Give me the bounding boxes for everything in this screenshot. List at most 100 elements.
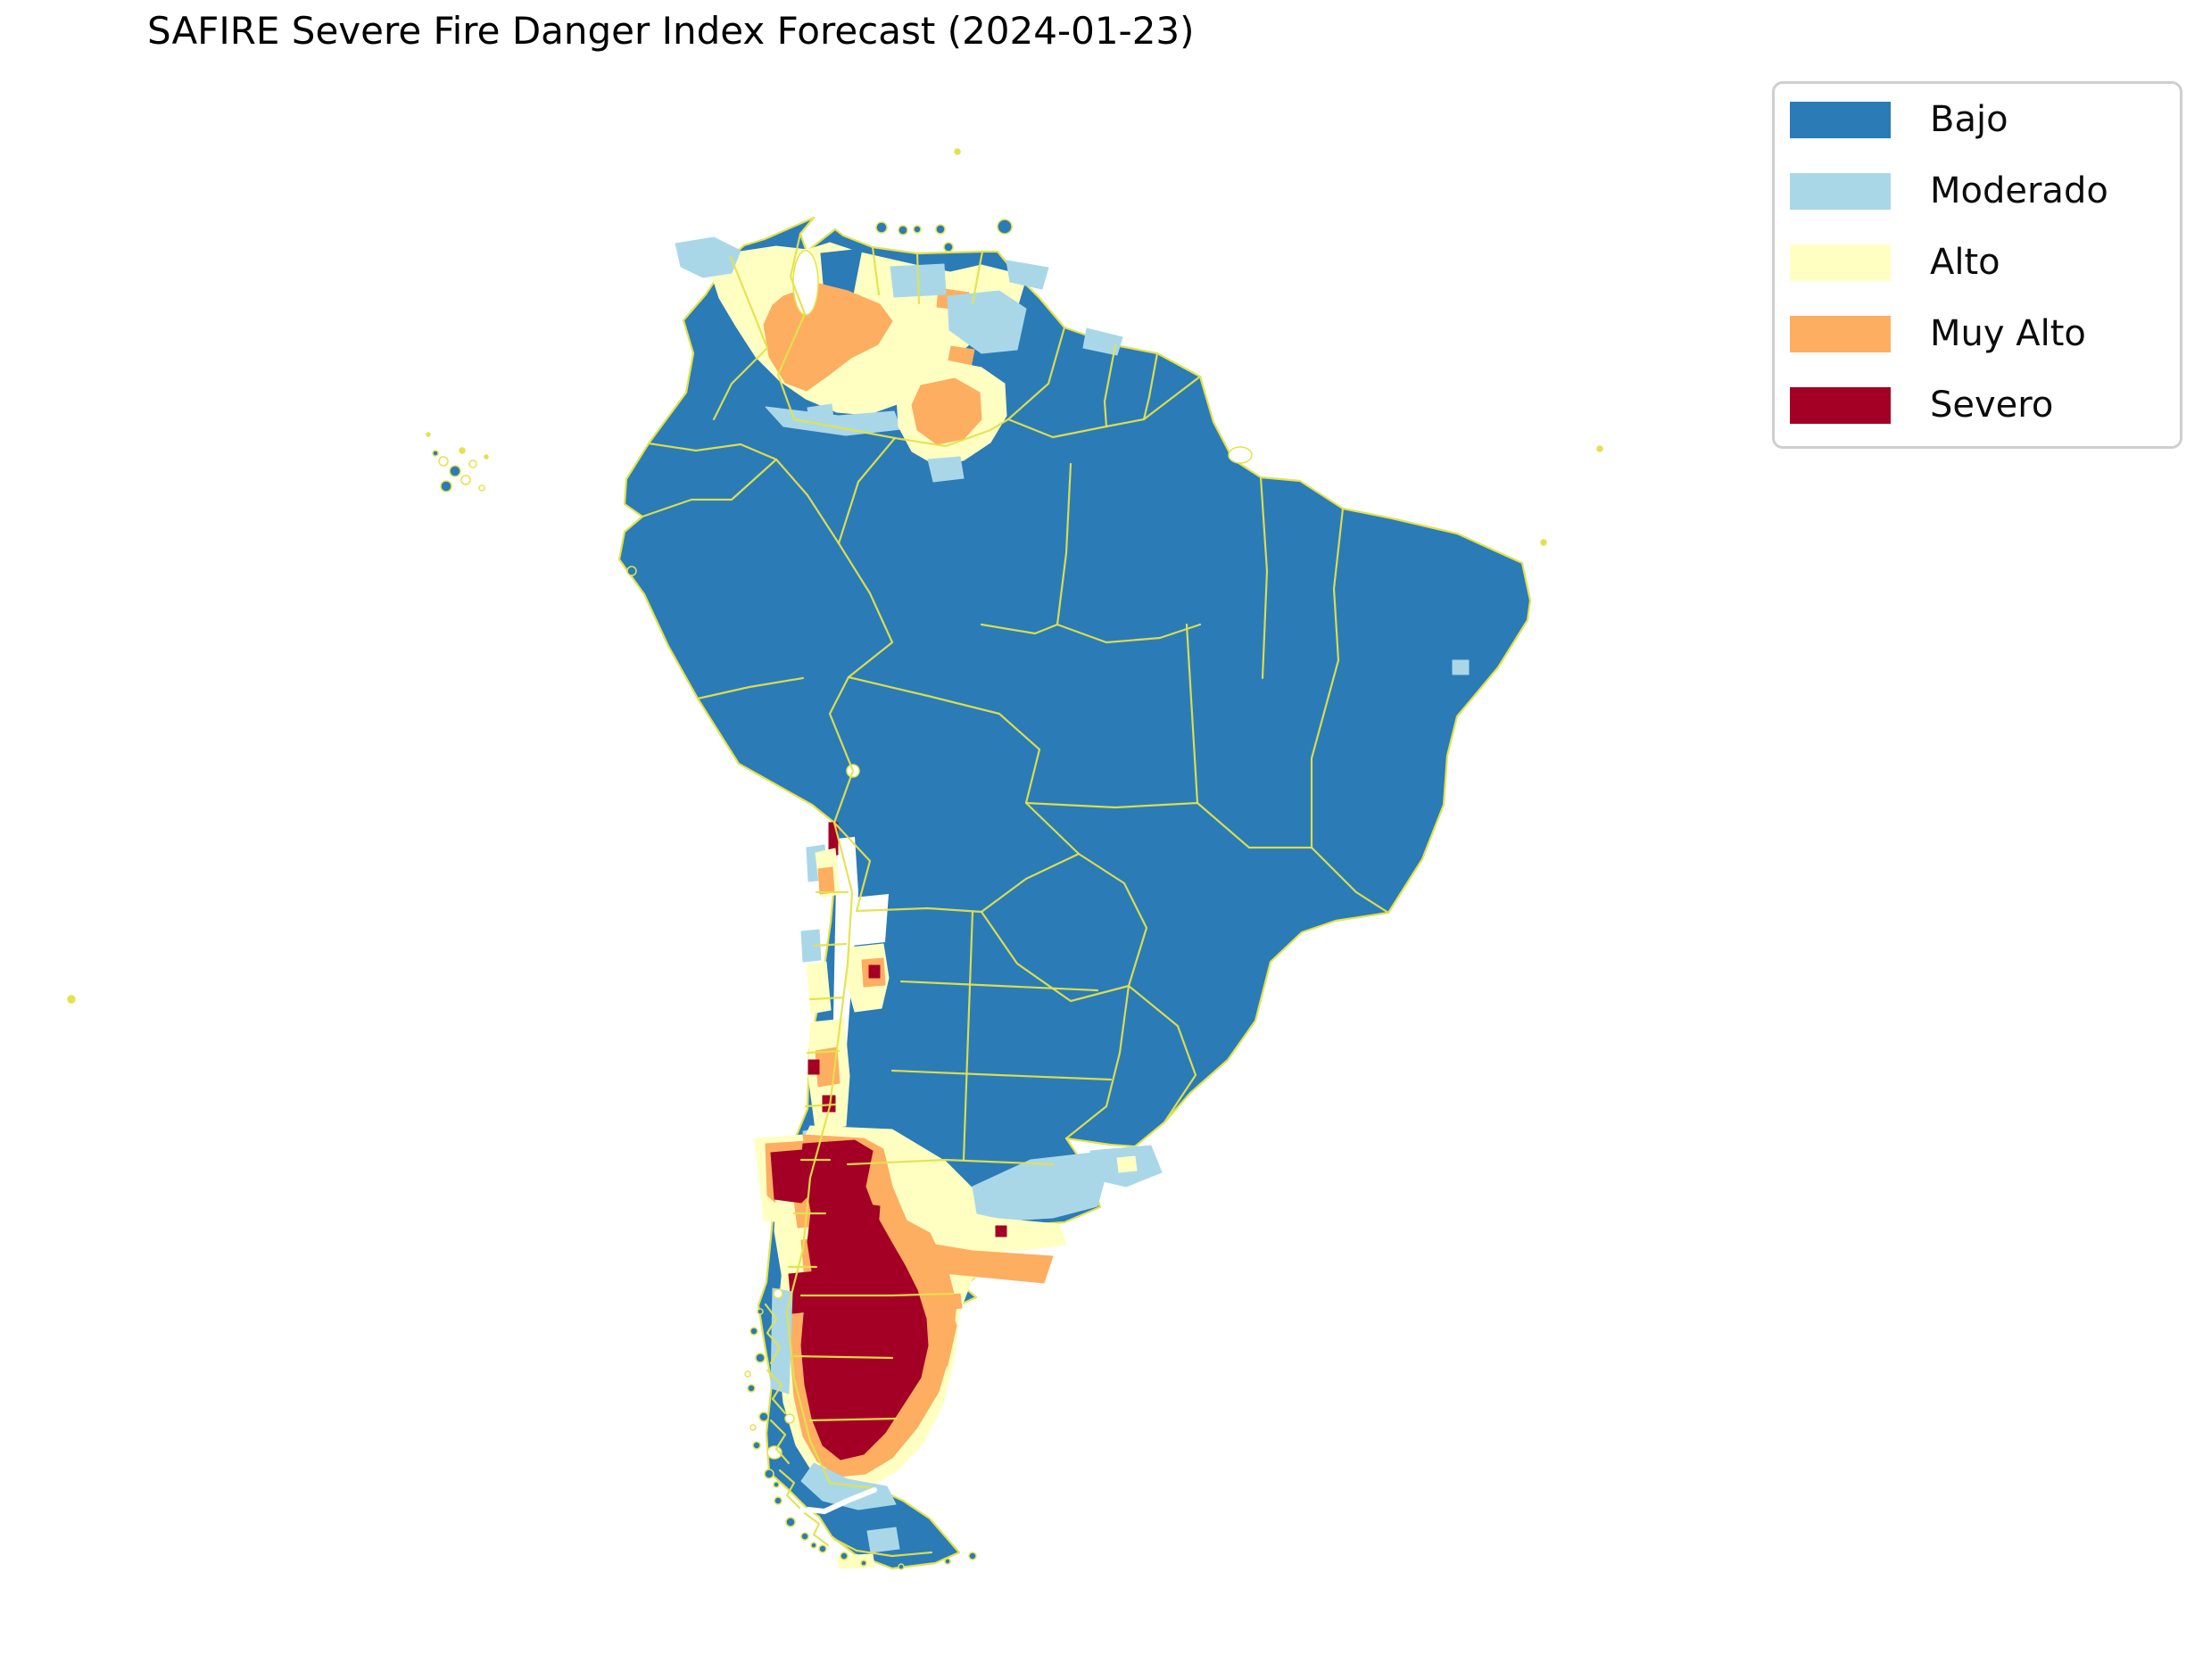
admin-border xyxy=(1185,623,1199,805)
island xyxy=(818,1544,827,1553)
legend-item-severo: Severo xyxy=(1790,387,2180,424)
legend-label-muy_alto: Muy Alto xyxy=(1930,313,2086,354)
admin-border xyxy=(778,1469,801,1510)
island xyxy=(67,995,76,1004)
admin-border xyxy=(980,623,1059,635)
island xyxy=(478,484,485,492)
continent-landmass xyxy=(617,216,1532,1570)
island xyxy=(764,1469,774,1479)
admin-border xyxy=(804,1103,837,1108)
danger-patch-muy_alto xyxy=(945,1293,963,1311)
danger-patch-severo xyxy=(800,1139,929,1461)
admin-border xyxy=(808,996,845,1001)
admin-border xyxy=(806,1049,841,1055)
admin-border xyxy=(837,542,894,679)
legend-item-muy_alto: Muy Alto xyxy=(1790,316,2180,352)
admin-border xyxy=(776,232,897,440)
island xyxy=(449,465,461,477)
admin-border xyxy=(803,1511,830,1547)
island xyxy=(438,456,449,467)
admin-border xyxy=(871,245,881,296)
admin-border xyxy=(1259,476,1269,680)
danger-patch-alto xyxy=(806,961,832,1014)
admin-border xyxy=(1056,623,1202,644)
admin-border xyxy=(980,910,1130,1003)
admin-border xyxy=(890,1069,1113,1081)
admin-border xyxy=(766,1369,787,1415)
lake xyxy=(773,1288,783,1299)
danger-patch-muy_alto xyxy=(763,283,893,392)
admin-border xyxy=(893,418,1010,448)
admin-border xyxy=(962,910,974,1162)
admin-border xyxy=(1006,326,1066,421)
island xyxy=(860,1560,867,1567)
island xyxy=(913,225,922,234)
legend-swatch-alto xyxy=(1790,244,1891,281)
danger-patch-white xyxy=(851,894,889,946)
danger-patch-moderado xyxy=(927,456,965,483)
admin-border xyxy=(1142,352,1159,421)
admin-border xyxy=(971,250,984,305)
admin-border xyxy=(769,1419,791,1465)
island xyxy=(757,1308,764,1315)
admin-border xyxy=(980,852,1081,914)
admin-border xyxy=(799,1292,955,1297)
legend-label-severo: Severo xyxy=(1930,385,2054,426)
admin-border xyxy=(846,1158,1055,1166)
island xyxy=(898,225,908,236)
island xyxy=(440,480,452,492)
danger-patch-moderado xyxy=(1006,260,1049,290)
island xyxy=(432,450,439,457)
admin-border xyxy=(899,980,1099,992)
island xyxy=(749,1424,757,1431)
island xyxy=(749,1327,758,1336)
legend-label-alto: Alto xyxy=(1930,242,2000,283)
admin-border xyxy=(837,436,897,545)
admin-border xyxy=(832,1537,933,1558)
admin-border xyxy=(1103,343,1117,428)
legend-box: Bajo Moderado Alto Muy Alto Severo xyxy=(1772,81,2182,449)
admin-border xyxy=(1064,984,1130,1140)
admin-border xyxy=(828,675,855,824)
admin-border xyxy=(1056,462,1072,626)
admin-border xyxy=(1310,507,1345,849)
admin-border xyxy=(712,346,769,421)
admin-border xyxy=(832,821,872,913)
island xyxy=(773,1481,780,1488)
admin-border xyxy=(696,676,805,700)
danger-patch-moderado xyxy=(972,1152,1106,1221)
strait xyxy=(806,1487,877,1515)
island xyxy=(943,242,954,252)
island xyxy=(840,1552,849,1560)
legend-swatch-muy_alto xyxy=(1790,316,1891,352)
danger-patch-moderado xyxy=(866,1527,900,1553)
island xyxy=(785,1517,796,1527)
danger-patch-severo xyxy=(807,1059,820,1075)
lake xyxy=(784,1413,795,1424)
island xyxy=(1596,445,1603,452)
admin-border xyxy=(774,458,841,545)
legend-label-bajo: Bajo xyxy=(1930,99,2008,140)
island xyxy=(1540,539,1547,546)
legend-swatch-bajo xyxy=(1790,102,1891,138)
island xyxy=(484,454,489,459)
danger-patch-moderado xyxy=(800,929,822,963)
lake xyxy=(766,1445,783,1460)
island xyxy=(935,224,946,235)
island xyxy=(468,459,477,468)
island xyxy=(968,1552,977,1560)
admin-border xyxy=(855,906,983,914)
admin-border xyxy=(1127,984,1197,1124)
legend-item-alto: Alto xyxy=(1790,244,2180,281)
island xyxy=(747,1384,756,1393)
admin-border xyxy=(1024,801,1199,809)
island xyxy=(758,1411,769,1422)
lake xyxy=(792,250,819,316)
admin-border xyxy=(1006,375,1202,439)
admin-border xyxy=(847,675,1081,856)
island xyxy=(459,447,466,454)
legend-swatch-moderado xyxy=(1790,173,1891,210)
island xyxy=(800,1532,809,1541)
island xyxy=(755,1353,766,1363)
